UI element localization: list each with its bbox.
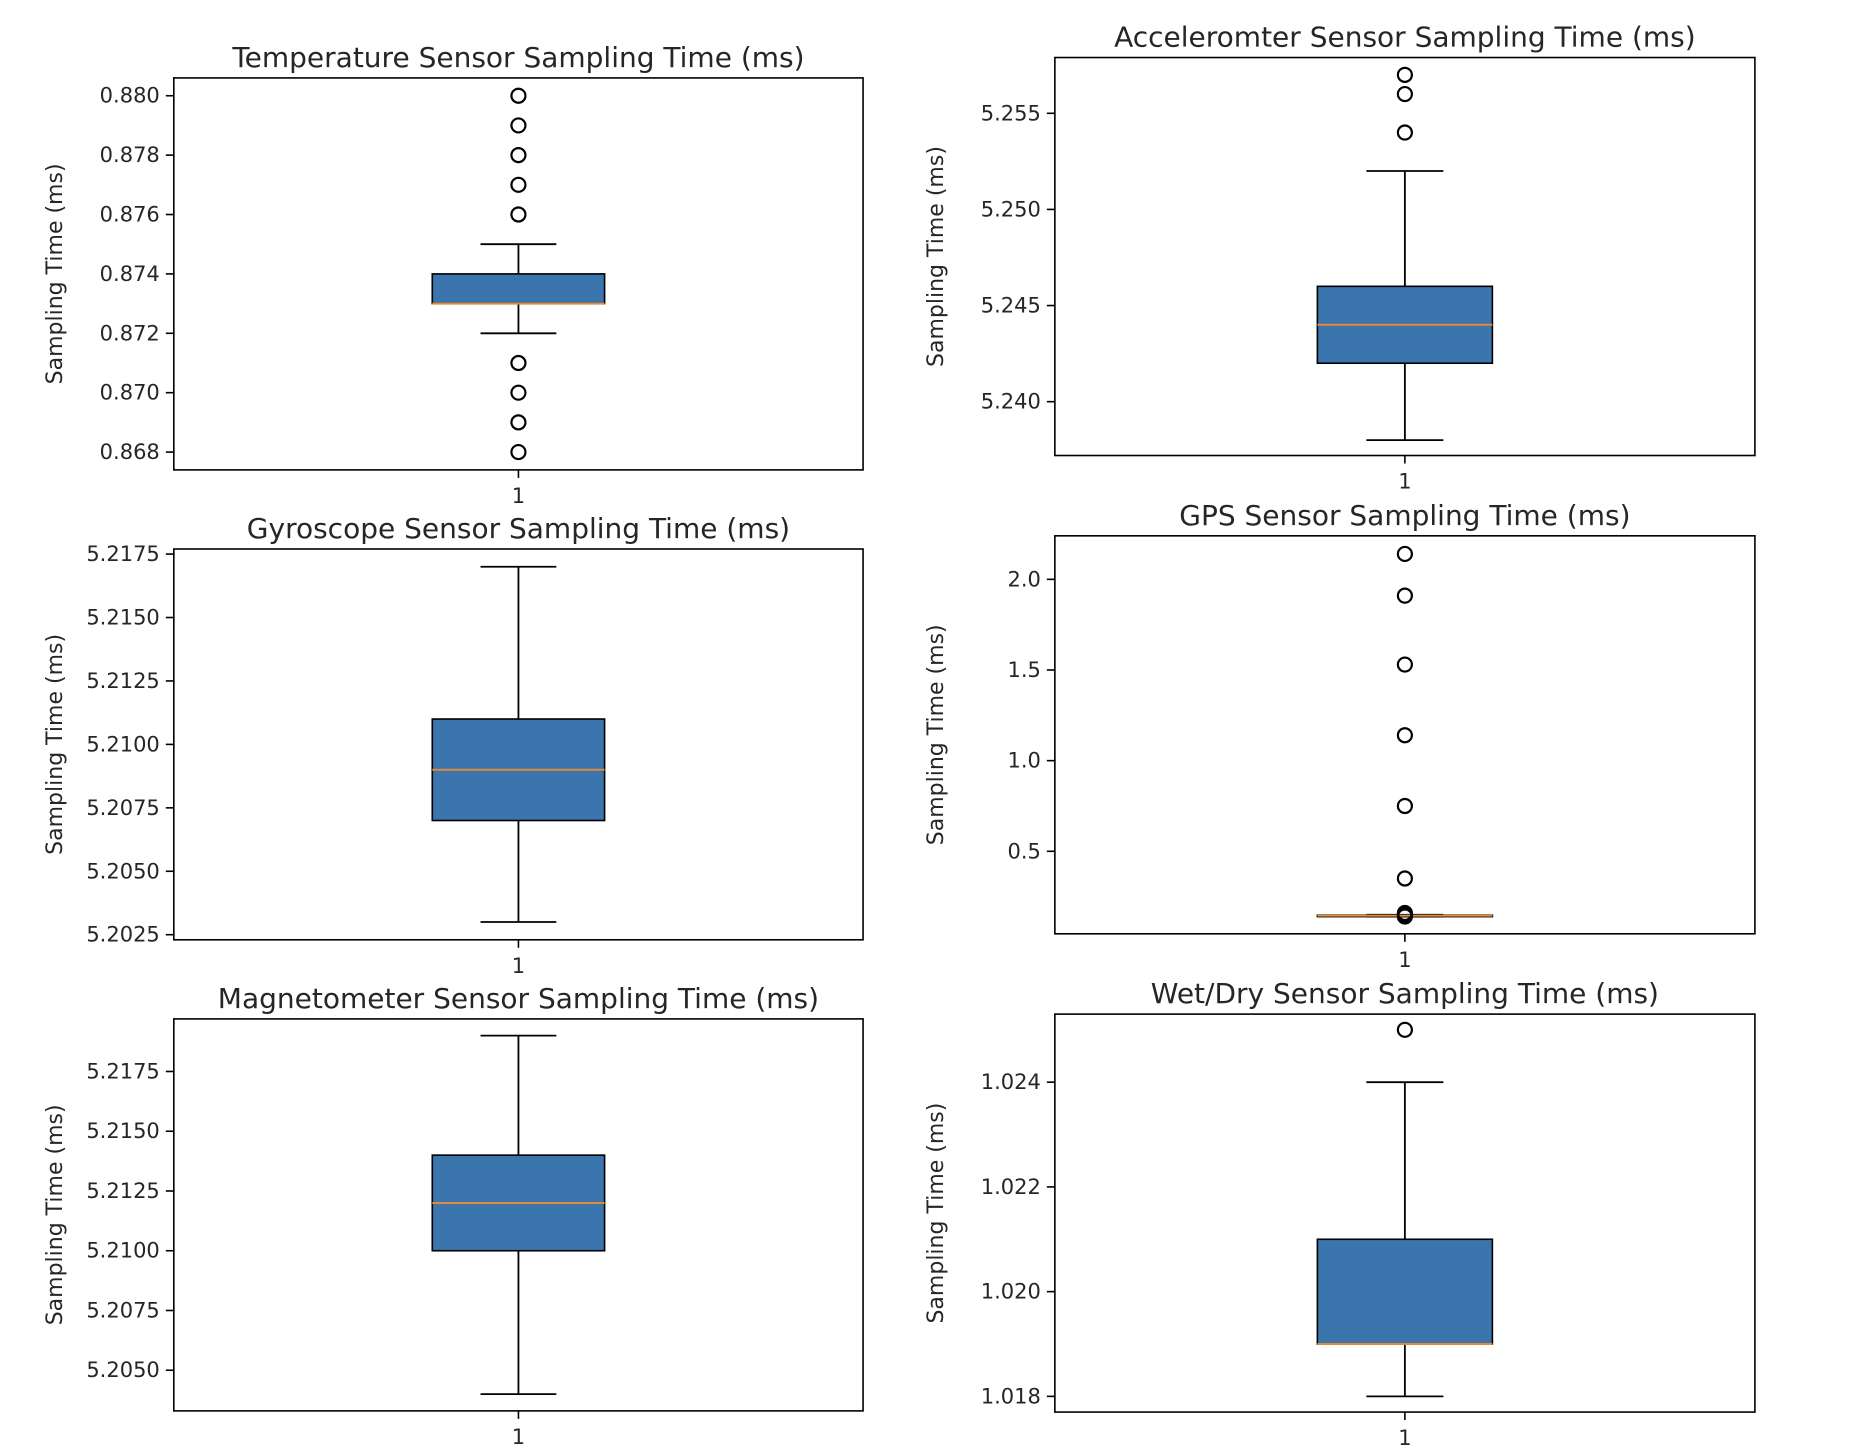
y-tick-label: 5.2100 xyxy=(86,732,159,756)
y-axis-label: Sampling Time (ms) xyxy=(924,146,949,367)
y-tick-label: 5.2075 xyxy=(86,1298,159,1322)
y-tick-label: 1.024 xyxy=(981,1070,1041,1094)
y-tick-label: 5.2050 xyxy=(86,859,159,883)
outlier-point xyxy=(510,147,527,164)
chart-title: Magnetometer Sensor Sampling Time (ms) xyxy=(218,982,819,1015)
outlier-point xyxy=(1396,545,1413,563)
axes-frame xyxy=(173,548,864,941)
subplot-4: GPS Sensor Sampling Time (ms) Sampling Ti… xyxy=(924,499,1756,972)
y-tick-label: 5.2125 xyxy=(86,669,159,693)
subplot-2: Acceleromter Sensor Sampling Time (ms) Sa… xyxy=(924,21,1756,494)
y-tick-label: 0.870 xyxy=(100,381,160,405)
y-tick-label: 0.876 xyxy=(100,203,160,227)
x-tick-label: 1 xyxy=(512,484,525,508)
outlier-point xyxy=(510,414,527,431)
subplot-1: Temperature Sensor Sampling Time (ms) Sam… xyxy=(43,41,864,508)
outlier-point xyxy=(1396,656,1413,673)
y-tick-label: 5.240 xyxy=(981,390,1041,414)
y-axis-label: Sampling Time (ms) xyxy=(924,1103,949,1324)
y-tick-label: 1.022 xyxy=(981,1175,1041,1199)
axes-frame xyxy=(1054,56,1756,457)
axes-frame xyxy=(173,1018,864,1412)
y-tick-label: 5.2175 xyxy=(86,542,159,566)
x-tick-label: 1 xyxy=(1398,1426,1411,1450)
outlier-point xyxy=(1396,124,1413,141)
y-tick-label: 0.872 xyxy=(100,321,160,345)
y-tick-label: 5.2175 xyxy=(86,1059,159,1083)
y-axis-label: Sampling Time (ms) xyxy=(43,1104,68,1325)
y-tick-label: 1.0 xyxy=(1007,749,1040,773)
y-tick-label: 5.255 xyxy=(981,101,1041,125)
outlier-point xyxy=(1396,870,1413,887)
subplot-3: Gyroscope Sensor Sampling Time (ms) Sampl… xyxy=(43,512,864,978)
chart-title: Temperature Sensor Sampling Time (ms) xyxy=(231,41,804,74)
axes-frame xyxy=(1054,535,1756,935)
outlier-point xyxy=(1396,797,1413,815)
outlier-point xyxy=(1396,908,1413,925)
x-tick-label: 1 xyxy=(512,1425,525,1449)
y-tick-label: 1.5 xyxy=(1007,658,1040,682)
axes-frame xyxy=(1054,1013,1756,1413)
outlier-point xyxy=(1396,85,1413,103)
iqr-box xyxy=(1316,1238,1494,1345)
y-axis-label: Sampling Time (ms) xyxy=(43,163,68,384)
outlier-point xyxy=(510,384,527,401)
outlier-point xyxy=(510,354,527,372)
y-tick-label: 0.878 xyxy=(100,143,160,167)
y-axis-label: Sampling Time (ms) xyxy=(43,634,68,855)
y-tick-label: 0.874 xyxy=(100,262,160,286)
outlier-point xyxy=(510,206,527,223)
subplot-6: Wet/Dry Sensor Sampling Time (ms) Samplin… xyxy=(924,977,1756,1450)
chart-title: Gyroscope Sensor Sampling Time (ms) xyxy=(247,512,790,545)
chart-title: Acceleromter Sensor Sampling Time (ms) xyxy=(1114,21,1696,54)
outlier-point xyxy=(510,443,527,461)
y-tick-label: 5.2075 xyxy=(86,796,159,820)
x-tick-label: 1 xyxy=(512,954,525,978)
outlier-point xyxy=(1396,587,1413,604)
x-tick-label: 1 xyxy=(1398,948,1411,972)
y-tick-label: 5.2125 xyxy=(86,1179,159,1203)
y-tick-label: 5.245 xyxy=(981,294,1041,318)
outlier-point xyxy=(510,117,527,134)
axes-frame xyxy=(173,77,864,471)
x-tick-label: 1 xyxy=(1398,470,1411,494)
iqr-box xyxy=(431,273,606,305)
y-tick-label: 5.2025 xyxy=(86,923,159,947)
outlier-point xyxy=(1396,1021,1413,1038)
chart-title: GPS Sensor Sampling Time (ms) xyxy=(1179,499,1630,532)
y-tick-label: 5.2100 xyxy=(86,1239,159,1263)
outlier-point xyxy=(1396,66,1413,83)
y-tick-label: 5.2150 xyxy=(86,1119,159,1143)
y-tick-label: 1.020 xyxy=(981,1280,1041,1304)
y-axis-label: Sampling Time (ms) xyxy=(924,624,949,845)
outlier-point xyxy=(510,176,527,193)
y-tick-label: 5.2150 xyxy=(86,606,159,630)
y-tick-label: 5.2050 xyxy=(86,1358,159,1382)
subplot-5: Magnetometer Sensor Sampling Time (ms) Sa… xyxy=(43,982,864,1449)
y-tick-label: 0.868 xyxy=(100,440,160,464)
outlier-point xyxy=(1396,727,1413,744)
y-tick-label: 0.5 xyxy=(1007,839,1040,863)
y-tick-label: 5.250 xyxy=(981,197,1041,221)
outlier-point xyxy=(510,87,527,104)
y-tick-label: 1.018 xyxy=(981,1384,1041,1408)
y-tick-label: 2.0 xyxy=(1007,567,1040,591)
y-tick-label: 0.880 xyxy=(100,84,160,108)
chart-title: Wet/Dry Sensor Sampling Time (ms) xyxy=(1151,977,1659,1010)
